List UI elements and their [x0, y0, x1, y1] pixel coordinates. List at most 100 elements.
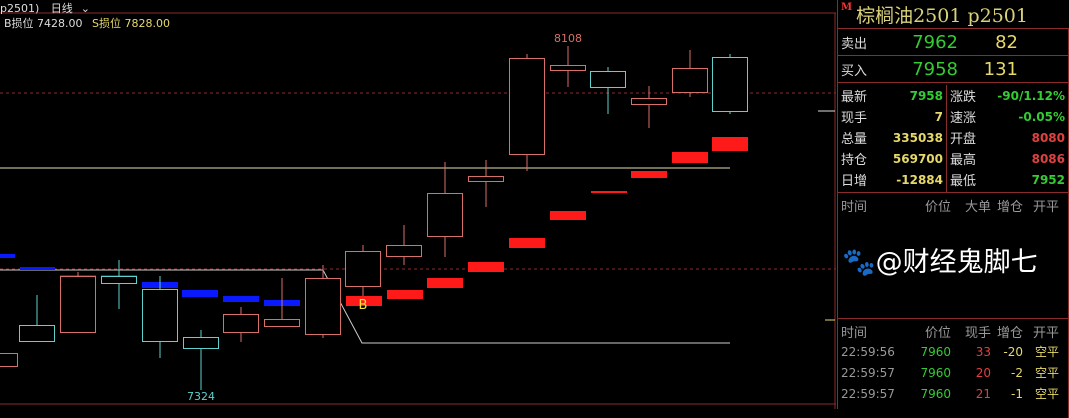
tick-cell: -2: [1011, 365, 1023, 380]
bid-price: 7958: [912, 58, 958, 80]
candle-up: [60, 276, 96, 333]
column-header: 现手: [964, 325, 991, 341]
period-label: 日线: [50, 2, 73, 15]
column-header: 大单: [964, 199, 991, 215]
stat-label: 总量: [841, 132, 868, 147]
candle-up: [427, 193, 463, 237]
watermark: 🐾@财经鬼脚七: [842, 240, 1038, 279]
candle-up: [264, 319, 300, 327]
buy-signal-bar: [550, 211, 586, 220]
m-badge: M: [841, 2, 853, 13]
tick-cell: 33: [975, 344, 991, 359]
buy-signal-bar: [468, 262, 504, 272]
candle-up: [631, 98, 667, 105]
b-stop-label: B损位: [4, 17, 34, 30]
chart-header: p2501) 日线 ⌄: [0, 0, 106, 15]
buy-signal-bar: [509, 238, 545, 248]
candle-up: [223, 314, 259, 333]
candle-up: [0, 353, 18, 367]
candle-up: [550, 65, 586, 71]
stat-label: 最低: [950, 174, 977, 189]
quote-panel: M 棕榈油2501 p2501 卖出 7962 82 买入 7958 131 最新 7958…: [837, 0, 1069, 418]
stat-label: 开盘: [950, 132, 977, 147]
buy-signal-bar: [591, 191, 627, 193]
buy-signal-bar: [427, 278, 463, 288]
column-header: 开平: [1032, 325, 1059, 341]
candle-up: [386, 245, 422, 257]
b-stop-value: 7428.00: [37, 17, 83, 30]
tick-cell: 7960: [920, 365, 951, 380]
buy-signal-bar: [672, 152, 708, 163]
candle-down: [590, 71, 626, 88]
sell-signal-bar: [0, 254, 15, 258]
symbol-label: p2501): [0, 2, 40, 15]
period-selector[interactable]: 日线 ⌄: [51, 2, 98, 15]
column-header: 时间: [841, 199, 868, 215]
ask-price: 7962: [912, 31, 958, 53]
column-header: 增仓: [996, 199, 1023, 215]
column-header: 价位: [924, 325, 951, 341]
tick-row: 22:59:57 7960 21 -1 空平: [841, 383, 1065, 404]
paw-icon: 🐾: [842, 247, 876, 278]
tick-cell: -20: [1003, 344, 1023, 359]
candle-up: [468, 176, 504, 182]
tick-row: 22:59:57 7960 20 -2 空平: [841, 362, 1065, 383]
candle-up: [672, 68, 708, 93]
buy-signal-marker: B: [359, 298, 368, 313]
tick-cell: 22:59:57: [841, 386, 895, 401]
stat-value: -0.05%: [1018, 109, 1065, 124]
stat-row: 开盘 8080: [950, 127, 1065, 148]
column-header: 增仓: [996, 325, 1023, 341]
tick-cell: 22:59:56: [841, 344, 895, 359]
sell-signal-bar: [223, 296, 259, 302]
stat-value: -12884: [896, 172, 943, 187]
tick-cell: 7960: [920, 386, 951, 401]
tick-row: 22:59:56 7960 33 -20 空平: [841, 341, 1065, 362]
buy-signal-bar: [631, 171, 667, 178]
stat-value: 7: [934, 109, 943, 124]
contract-title: M 棕榈油2501 p2501: [838, 0, 1069, 28]
stat-row: 持仓 569700: [841, 148, 943, 169]
column-header: 价位: [924, 199, 951, 215]
buy-signal-bar: [712, 137, 748, 151]
bid-row[interactable]: 买入 7958 131: [838, 55, 1069, 82]
watermark-text: @财经鬼脚七: [875, 247, 1038, 278]
tick-section: 时间 价位 现手 增仓 开平 22:59:56 7960 33 -20 空平 22:59:57 79…: [838, 318, 1069, 418]
stat-row: 涨跌 -90/1.12%: [950, 85, 1065, 106]
stop-levels: B损位 7428.00 S损位 7828.00: [4, 15, 170, 31]
candlestick-chart[interactable]: 8108 7324 B: [0, 0, 836, 409]
stat-value: 8080: [1031, 130, 1065, 145]
stat-row: 日增 -12884: [841, 169, 943, 190]
stat-row: 速涨 -0.05%: [950, 106, 1065, 127]
stat-value: 335038: [892, 130, 943, 145]
bid-volume: 131: [983, 58, 1018, 80]
chevron-down-icon: ⌄: [80, 2, 90, 15]
candle-up: [509, 58, 545, 155]
ask-row[interactable]: 卖出 7962 82: [838, 28, 1069, 55]
buy-signal-bar: [387, 290, 423, 299]
stat-row: 总量 335038: [841, 127, 943, 148]
candle-down: [101, 276, 137, 284]
stat-value: -90/1.12%: [997, 88, 1065, 103]
column-header: 时间: [841, 325, 868, 341]
stat-value: 7952: [1031, 172, 1065, 187]
s-stop-label: S损位: [92, 17, 122, 30]
tick-cell: -1: [1011, 386, 1023, 401]
stat-row: 现手 7: [841, 106, 943, 127]
candle-up: [345, 251, 381, 287]
stop-line: [0, 269, 730, 344]
s-stop-value: 7828.00: [124, 17, 171, 30]
stat-row: 最新 7958: [841, 85, 943, 106]
tick-cell: 20: [975, 365, 991, 380]
candle-down: [142, 289, 178, 342]
tick-cell: 22:59:57: [841, 365, 895, 380]
sell-signal-bar: [20, 267, 55, 270]
stat-label: 涨跌: [950, 90, 977, 105]
stat-label: 最高: [950, 153, 977, 168]
sell-signal-bar: [182, 290, 218, 297]
stat-value: 569700: [892, 151, 943, 166]
big-order-header: 时间 价位 大单 增仓 开平: [841, 195, 1065, 215]
tick-header: 时间 价位 现手 增仓 开平: [841, 321, 1065, 341]
tick-cell: 21: [975, 386, 991, 401]
stat-label: 日增: [841, 174, 868, 189]
